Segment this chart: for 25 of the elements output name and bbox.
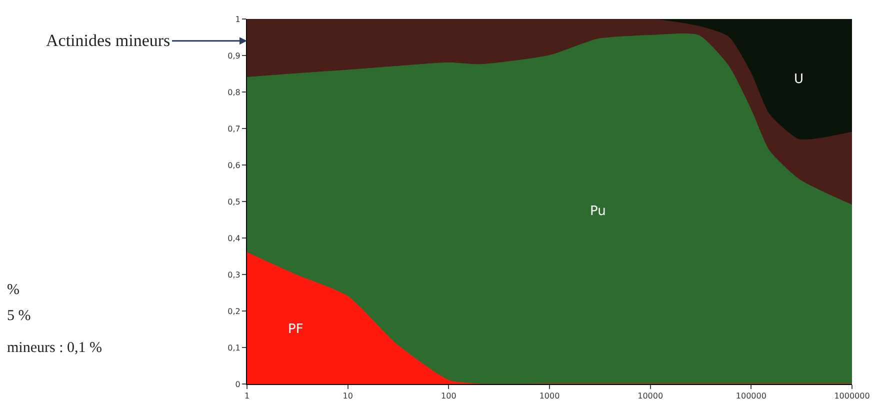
y-tick-label: 0,3 xyxy=(228,270,240,280)
x-tick-label: 1000 xyxy=(539,392,560,401)
text: mineurs : 0,1 % xyxy=(7,340,102,356)
y-tick-label: 0,8 xyxy=(228,88,240,97)
series-label: PF xyxy=(288,322,304,337)
y-tick-label: 0,9 xyxy=(228,51,240,60)
x-tick-label: 100 xyxy=(441,392,456,401)
x-tick-label: 100000 xyxy=(736,392,766,401)
annotation: Actinides mineurs xyxy=(46,31,170,50)
y-tick-label: 0,5 xyxy=(228,197,240,206)
x-tick-label: 10 xyxy=(342,392,353,401)
text: % xyxy=(7,282,20,298)
y-tick-label: 0,1 xyxy=(228,343,240,352)
y-tick-label: 0,7 xyxy=(228,124,240,134)
x-tick-label: 1 xyxy=(244,392,250,401)
series-label: Pu xyxy=(590,204,606,219)
series-label: U xyxy=(794,72,804,87)
x-tick-label: 10000 xyxy=(638,392,664,401)
y-tick-label: 1 xyxy=(235,14,240,24)
text: 5 % xyxy=(7,308,31,324)
y-tick-label: 0,2 xyxy=(228,306,240,316)
x-tick-label: 1000000 xyxy=(834,392,870,401)
y-tick-label: 0,4 xyxy=(228,234,240,243)
y-tick-label: 0,6 xyxy=(228,160,240,170)
y-tick-label: 0 xyxy=(235,380,240,389)
